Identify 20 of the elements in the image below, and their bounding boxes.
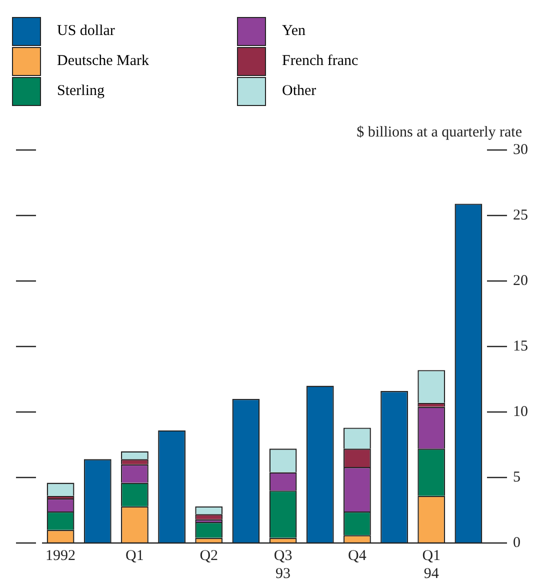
y-axis-title: $ billions at a quarterly rate — [356, 124, 522, 140]
legend-label: Deutsche Mark — [57, 52, 150, 70]
x-tick-label: Q3 93 — [274, 548, 292, 582]
y-tick-label: 0 — [513, 534, 520, 551]
y-tick-label: 15 — [513, 338, 528, 354]
x-tick-label: Q1 — [126, 548, 144, 564]
x-tick-label: Q4 — [348, 548, 367, 564]
legend-label: Yen — [282, 22, 306, 40]
y-tick-label: 25 — [513, 207, 528, 224]
legend-label: Sterling — [57, 82, 104, 100]
x-tick-label: Q2 — [200, 548, 218, 564]
legend-label: French franc — [282, 52, 358, 70]
y-tick-label: 10 — [513, 404, 528, 420]
x-tick-label: Q1 94 — [422, 548, 441, 582]
legend-label: US dollar — [57, 22, 115, 40]
y-tick-label: 30 — [513, 142, 528, 158]
x-tick-label: 1992 — [46, 548, 76, 564]
legend-label: Other — [282, 82, 316, 100]
y-tick-label: 20 — [513, 272, 528, 289]
y-tick-label: 5 — [513, 469, 520, 486]
